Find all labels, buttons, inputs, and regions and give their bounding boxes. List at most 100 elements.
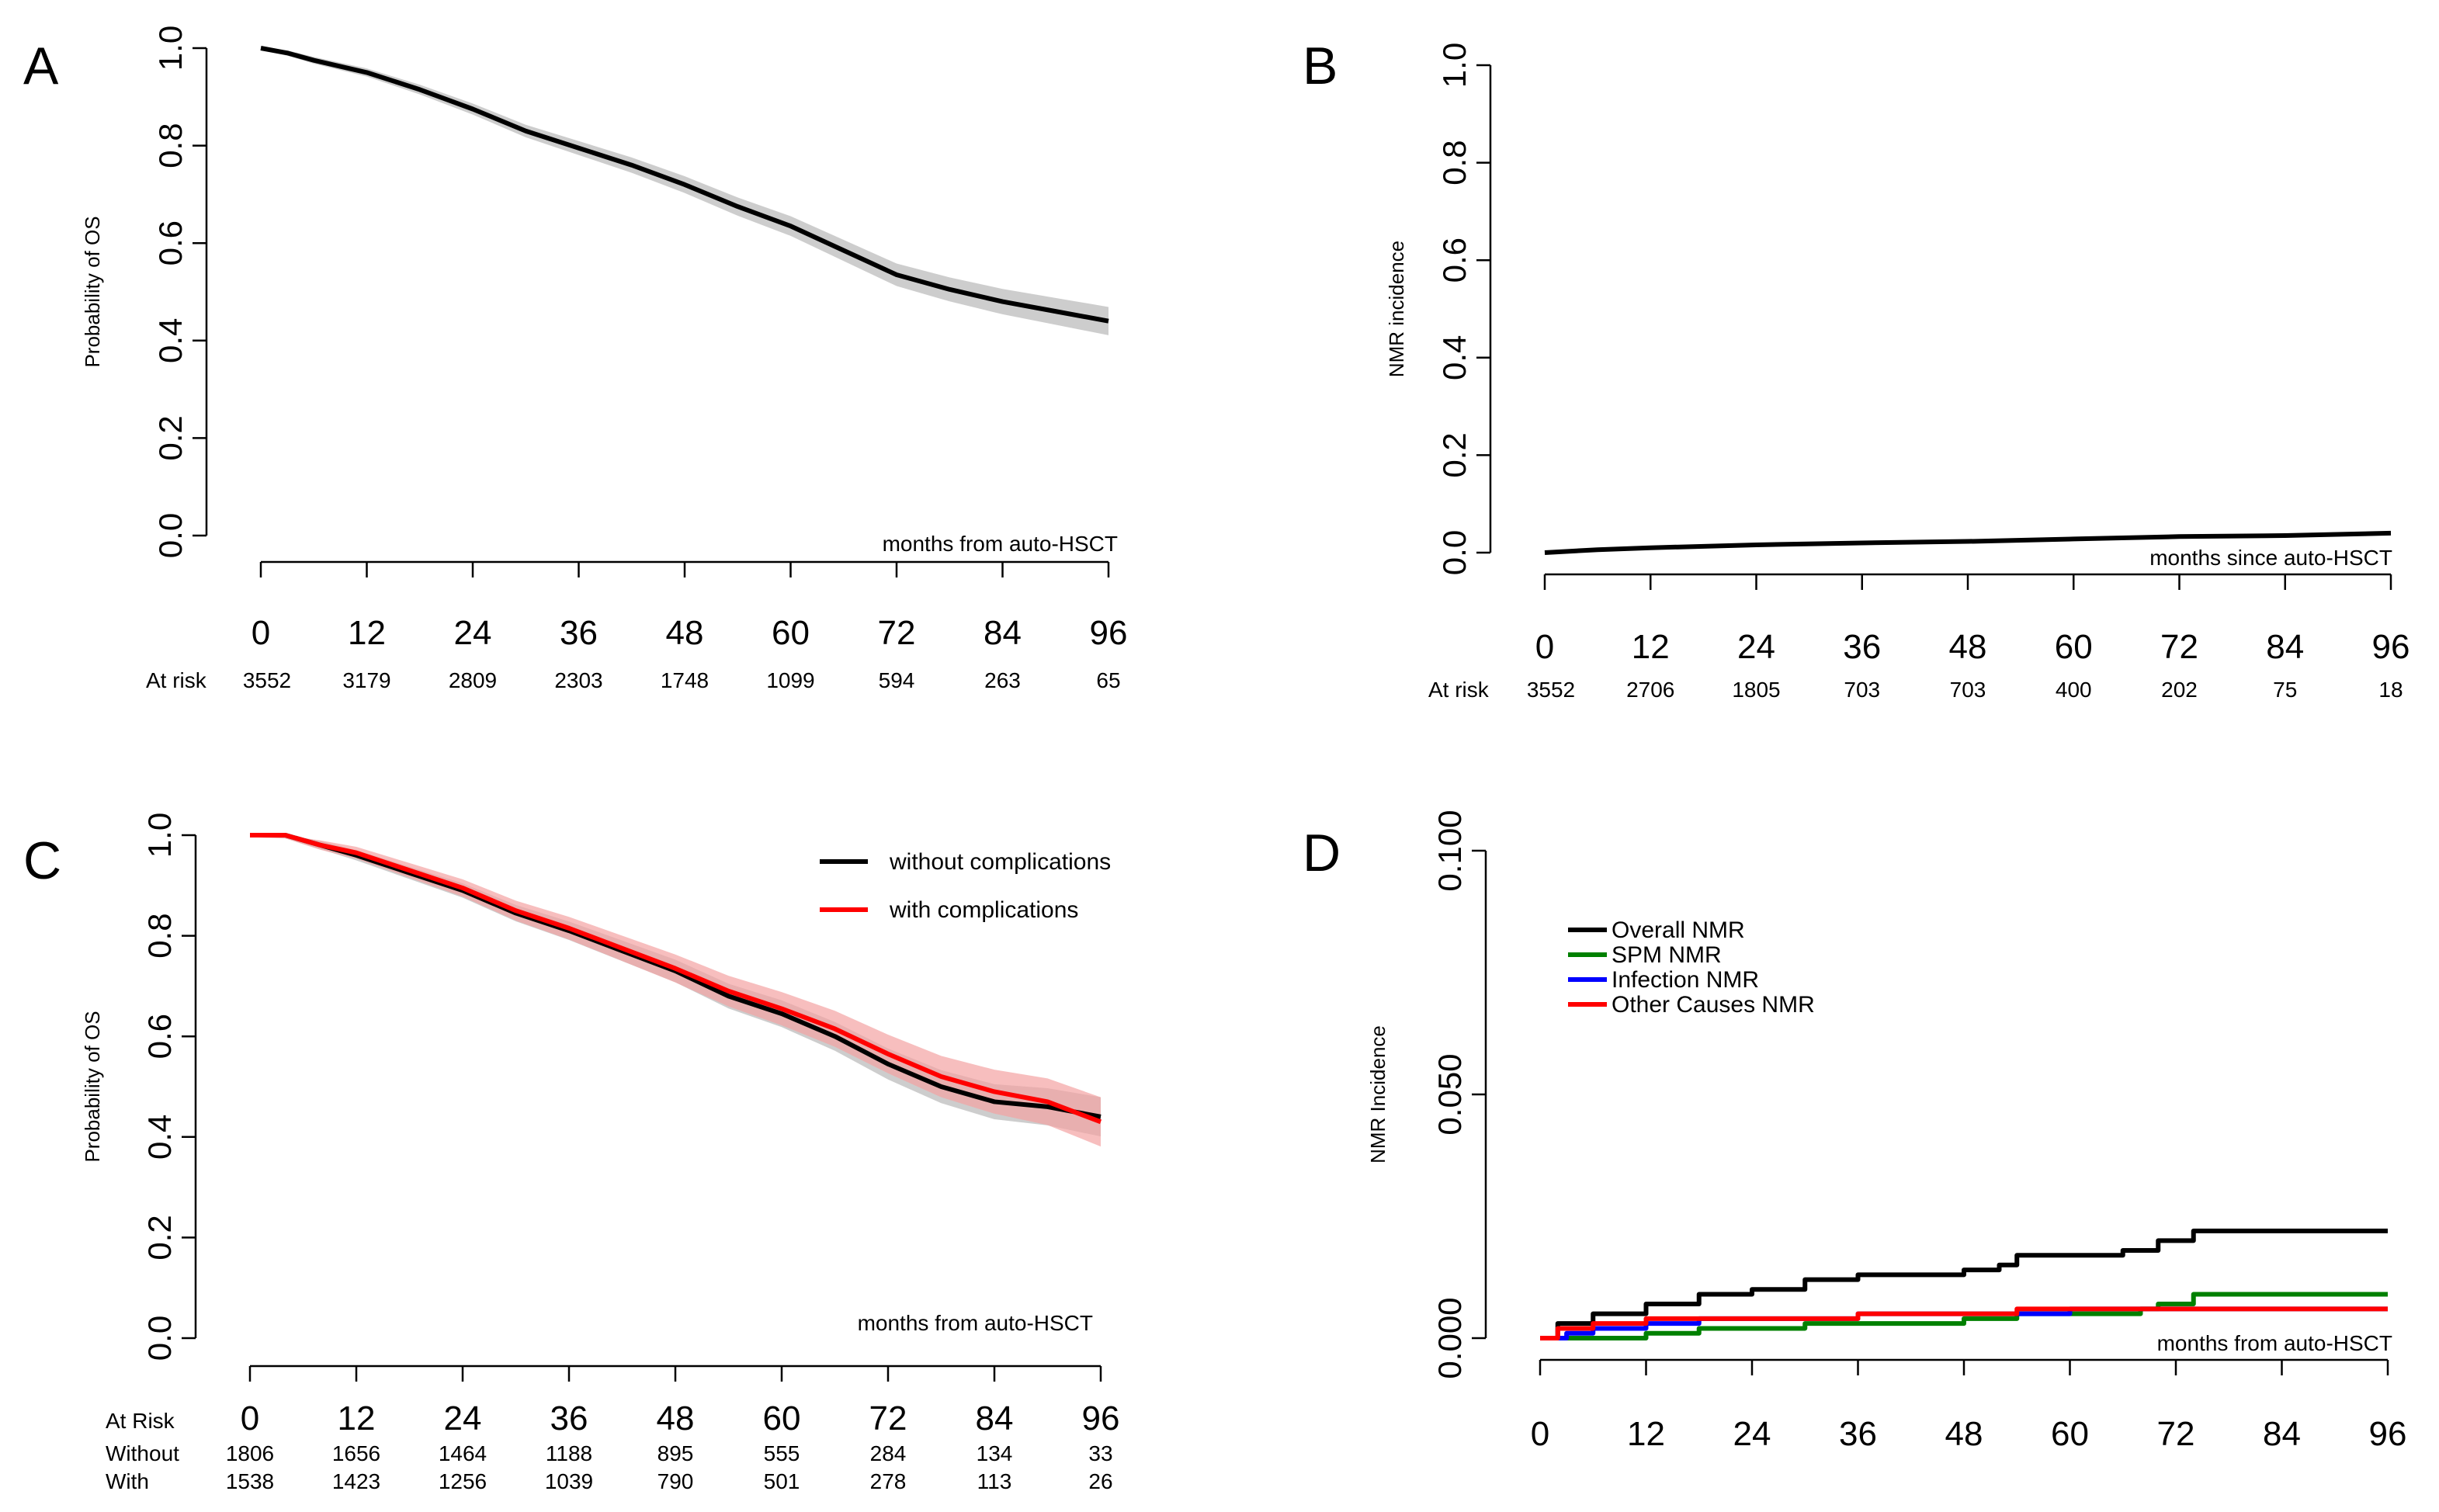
y-tick-label: 1.0 (1436, 43, 1473, 88)
x-tick-label: 12 (338, 1399, 376, 1437)
x-tick-label: 48 (657, 1399, 695, 1437)
risk-value: 2303 (554, 668, 602, 692)
risk-value: 1805 (1732, 678, 1780, 702)
y-tick-label: 0.6 (141, 1014, 178, 1059)
panel-b: B 0.0 0.2 0.4 0.6 0.8 1.0 NMR incidence 0 12 24 36 4… (1303, 36, 2410, 702)
x-tick-label: 0 (1535, 628, 1554, 666)
risk-value: 2809 (449, 668, 497, 692)
x-tick-label: 96 (1082, 1399, 1120, 1437)
panel-d: D 0.000 0.050 0.100 NMR Incidence 0 12 24 36 48 60… (1303, 810, 2406, 1453)
risk-value: 33 (1088, 1441, 1112, 1465)
risk-label: At risk (146, 668, 207, 692)
x-tick-label: 0 (241, 1399, 259, 1437)
x-axis-title-a: months from auto-HSCT (883, 532, 1118, 556)
x-tick-label: 36 (560, 614, 598, 652)
risk-value: 1464 (439, 1441, 487, 1465)
x-tick-label: 24 (1737, 628, 1775, 666)
x-tick-label: 72 (878, 614, 916, 652)
ci-band-with-complications (250, 835, 1101, 1147)
risk-value: 703 (1950, 678, 1986, 702)
y-tick-label: 0.8 (1436, 140, 1473, 185)
panel-label-b: B (1303, 36, 1337, 95)
x-axis-title-d: months from auto-HSCT (2157, 1331, 2392, 1355)
x-tick-label: 60 (763, 1399, 801, 1437)
y-tick-label: 0.6 (152, 220, 189, 265)
y-axis-title-a: Probability of OS (81, 216, 104, 367)
x-tick-label: 60 (2055, 628, 2093, 666)
risk-label: At risk (1428, 678, 1490, 702)
risk-value: 895 (657, 1441, 694, 1465)
legend-label: Other Causes NMR (1612, 992, 1815, 1018)
x-axis-title-b: months since auto-HSCT (2149, 546, 2392, 570)
panel-a: A 0.0 0.2 0.4 0.6 0.8 1.0 Probability of OS 0 12 2… (23, 26, 1127, 692)
x-tick-label: 72 (869, 1399, 907, 1437)
series-line-other-causes-nmr (1540, 1306, 2388, 1340)
x-tick-label: 48 (1945, 1415, 1983, 1453)
x-tick-label: 36 (1843, 628, 1881, 666)
risk-value: 1656 (332, 1441, 380, 1465)
risk-value: 1538 (226, 1469, 274, 1493)
risk-value: 703 (1844, 678, 1880, 702)
risk-value: 555 (764, 1441, 800, 1465)
risk-value: 284 (870, 1441, 907, 1465)
x-tick-label: 12 (1632, 628, 1670, 666)
legend-label: Overall NMR (1612, 917, 1745, 943)
risk-value: 202 (2161, 678, 2198, 702)
risk-value: 3552 (1527, 678, 1575, 702)
y-tick-label: 0.2 (152, 415, 189, 460)
risk-label: At Risk (106, 1409, 175, 1433)
risk-value: 1423 (332, 1469, 380, 1493)
risk-row-label: With (106, 1469, 149, 1493)
risk-value: 1256 (439, 1469, 487, 1493)
risk-value: 1806 (226, 1441, 274, 1465)
risk-value: 501 (764, 1469, 800, 1493)
y-tick-label: 0.0 (1436, 530, 1473, 575)
y-tick-label: 0.4 (1436, 335, 1473, 380)
x-tick-label: 48 (1949, 628, 1987, 666)
x-tick-label: 0 (1531, 1415, 1549, 1453)
risk-value: 65 (1096, 668, 1120, 692)
legend-label: with complications (889, 897, 1078, 923)
y-tick-label: 0.000 (1431, 1297, 1468, 1378)
x-tick-label: 0 (252, 614, 270, 652)
y-tick-label: 0.8 (141, 913, 178, 958)
ci-band-overall (261, 48, 1108, 335)
risk-value: 594 (879, 668, 915, 692)
risk-value: 75 (2273, 678, 2297, 702)
y-tick-label: 0.050 (1431, 1053, 1468, 1135)
x-tick-label: 12 (1627, 1415, 1665, 1453)
y-axis-title-b: NMR incidence (1385, 241, 1408, 377)
y-tick-label: 0.100 (1431, 810, 1468, 891)
x-tick-label: 84 (976, 1399, 1014, 1437)
x-tick-label: 96 (1090, 614, 1128, 652)
y-tick-label: 0.8 (152, 123, 189, 168)
legend-label: SPM NMR (1612, 942, 1722, 968)
x-tick-label: 84 (984, 614, 1022, 652)
y-tick-label: 1.0 (141, 813, 178, 858)
x-tick-label: 96 (2372, 628, 2410, 666)
risk-value: 26 (1088, 1469, 1112, 1493)
x-tick-label: 72 (2157, 1415, 2195, 1453)
risk-value: 134 (977, 1441, 1013, 1465)
y-tick-label: 0.6 (1436, 238, 1473, 283)
risk-value: 1099 (766, 668, 814, 692)
y-axis-title-c: Probability of OS (81, 1011, 104, 1162)
series-line-nmr (1544, 530, 2392, 555)
panel-label-a: A (23, 36, 59, 95)
x-tick-label: 48 (666, 614, 704, 652)
x-tick-label: 60 (2051, 1415, 2089, 1453)
x-tick-label: 36 (550, 1399, 588, 1437)
x-tick-label: 24 (1733, 1415, 1771, 1453)
series-line-overall (260, 46, 1109, 324)
risk-value: 3552 (243, 668, 291, 692)
x-tick-label: 96 (2369, 1415, 2407, 1453)
risk-value: 1188 (546, 1441, 592, 1465)
risk-value: 113 (977, 1469, 1012, 1493)
x-axis-title-c: months from auto-HSCT (858, 1311, 1093, 1335)
x-tick-label: 60 (772, 614, 810, 652)
y-tick-label: 0.2 (1436, 432, 1473, 477)
risk-value: 400 (2056, 678, 2092, 702)
y-tick-label: 0.0 (141, 1316, 178, 1361)
x-tick-label: 12 (348, 614, 386, 652)
